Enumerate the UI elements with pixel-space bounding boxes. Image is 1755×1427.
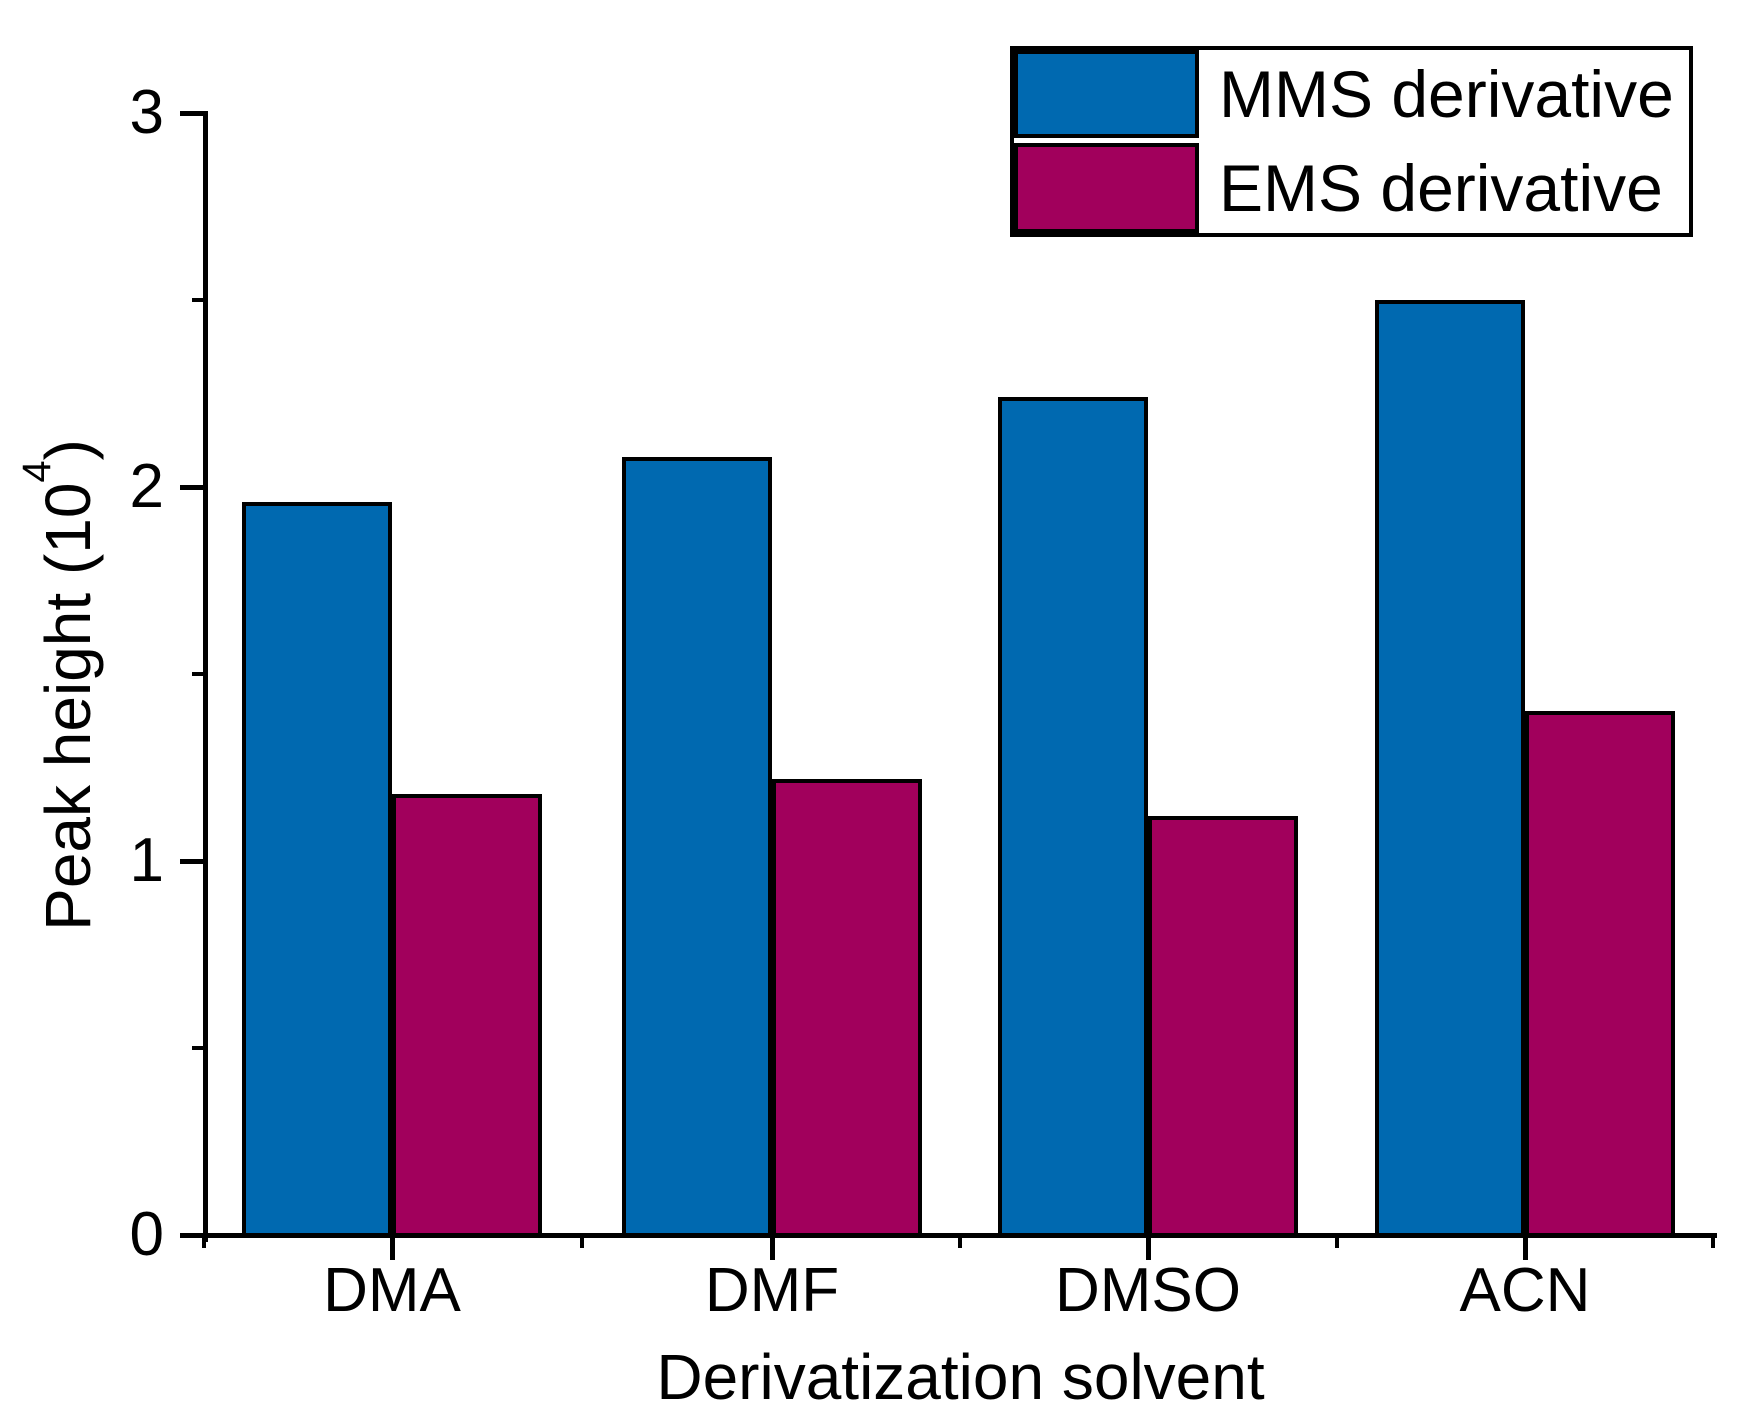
y-axis-spine	[203, 111, 208, 1242]
y-major-tick	[180, 485, 206, 490]
bar-mms-dmso	[998, 397, 1148, 1235]
x-tick-label: DMSO	[1055, 1256, 1241, 1325]
y-axis-title: Peak height (104)	[15, 85, 105, 1285]
y-minor-tick	[192, 298, 206, 302]
y-axis-title-suffix: )	[32, 439, 104, 461]
y-tick-label: 2	[129, 452, 164, 521]
x-tick-label: DMA	[323, 1256, 461, 1325]
x-minor-tick	[1711, 1235, 1715, 1248]
x-tick-label: ACN	[1459, 1256, 1591, 1325]
x-axis-title: Derivatization solvent	[656, 1341, 1265, 1413]
x-minor-tick	[1334, 1235, 1339, 1248]
y-minor-tick	[192, 1046, 206, 1050]
legend-item-mms: MMS derivative	[1014, 50, 1689, 138]
x-minor-tick	[958, 1235, 962, 1248]
y-major-tick	[180, 859, 206, 864]
x-tick-label: DMF	[704, 1256, 840, 1325]
bar-ems-dmso	[1148, 816, 1298, 1235]
x-major-tick	[770, 1235, 775, 1260]
x-minor-tick	[580, 1235, 584, 1248]
legend-label-ems: EMS derivative	[1219, 151, 1663, 225]
y-minor-tick	[192, 672, 206, 676]
y-major-tick	[180, 111, 206, 116]
legend-label-mms: MMS derivative	[1219, 57, 1674, 131]
legend-swatch-mms	[1014, 50, 1199, 138]
x-major-tick	[390, 1235, 395, 1260]
bar-mms-dma	[242, 501, 392, 1235]
y-tick-label: 1	[129, 826, 164, 895]
y-tick-label: 0	[129, 1200, 164, 1269]
x-axis-spine	[180, 1233, 1717, 1238]
y-axis-title-exponent: 4	[14, 460, 59, 483]
x-major-tick	[1523, 1235, 1528, 1260]
x-major-tick	[1146, 1235, 1151, 1260]
bar-ems-acn	[1525, 711, 1675, 1235]
bar-ems-dma	[392, 793, 542, 1235]
bar-mms-dmf	[622, 457, 772, 1235]
legend-swatch-ems	[1014, 143, 1199, 233]
bar-ems-dmf	[772, 778, 922, 1235]
legend: MMS derivative EMS derivative	[1010, 46, 1693, 237]
bar-mms-acn	[1375, 300, 1525, 1235]
y-tick-label: 3	[129, 78, 164, 147]
y-axis-title-text: Peak height (10	[32, 482, 104, 931]
legend-item-ems: EMS derivative	[1014, 143, 1689, 233]
